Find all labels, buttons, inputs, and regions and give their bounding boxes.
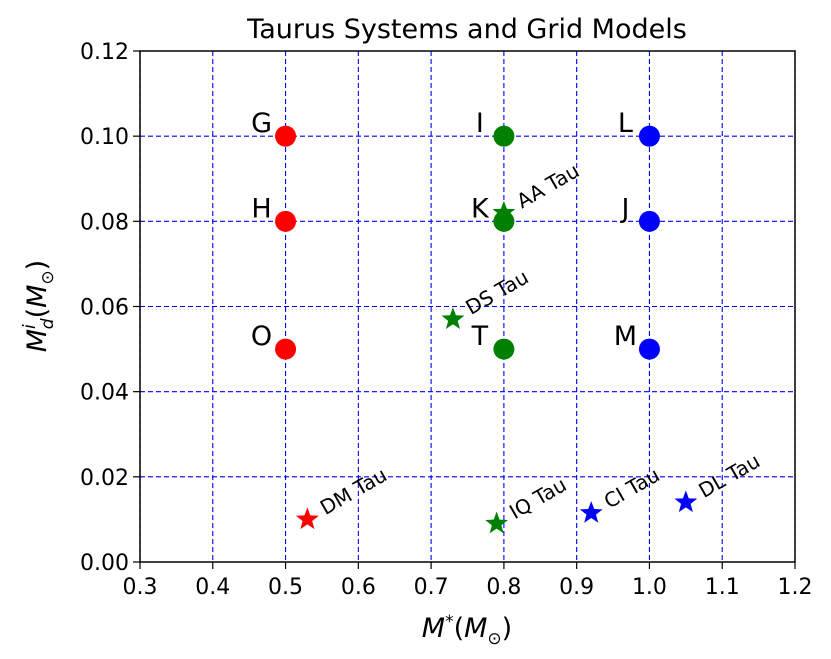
grid-model-point-i [493, 125, 515, 147]
grid-model-point-m [638, 338, 660, 360]
grid-model-label-j: J [619, 193, 629, 224]
star-label-iq-tau: IQ Tau [505, 472, 571, 524]
star-point-dm-tau [295, 507, 319, 530]
x-tick-label: 0.6 [341, 575, 376, 600]
star-point-aa-tau [492, 200, 516, 223]
grid-model-point-l [638, 125, 660, 147]
star-label-dl-tau: DL Tau [694, 449, 764, 503]
y-tick-label: 0.00 [80, 551, 129, 576]
x-tick-label: 0.8 [486, 575, 521, 600]
grid-model-label-t: T [471, 321, 489, 352]
chart-title: Taurus Systems and Grid Models [246, 14, 687, 45]
star-point-dl-tau [674, 490, 698, 513]
x-tick-label: 0.9 [559, 575, 594, 600]
grid-model-label-o: O [251, 321, 272, 352]
star-label-dm-tau: DM Tau [316, 463, 391, 520]
x-tick-label: 0.5 [268, 575, 303, 600]
x-tick-label: 0.3 [123, 575, 158, 600]
x-axis: 0.3 0.4 0.5 0.6 0.7 0.8 0.9 1.0 1.1 1.2 [123, 562, 813, 600]
x-tick-label: 0.4 [195, 575, 230, 600]
x-tick-label: 1.1 [705, 575, 740, 600]
grid-model-point-k [493, 210, 515, 232]
x-tick-label: 1.2 [778, 575, 813, 600]
grid-model-point-o [275, 338, 297, 360]
x-tick-label: 1.0 [632, 575, 667, 600]
grid-model-point-j [638, 210, 660, 232]
y-tick-label: 0.04 [80, 381, 129, 406]
x-axis-title: M*(M⊙) [422, 612, 512, 649]
data-marks [275, 125, 698, 534]
star-label-ds-tau: DS Tau [461, 265, 532, 320]
y-tick-label: 0.06 [80, 296, 129, 321]
grid-model-point-h [275, 210, 297, 232]
grid-model-label-k: K [471, 193, 490, 224]
y-axis: 0.00 0.02 0.04 0.06 0.08 0.10 0.12 [80, 40, 140, 576]
star-point-iq-tau [485, 511, 509, 534]
grid-model-label-l: L [618, 108, 633, 139]
star-label-aa-tau: AA Tau [512, 158, 583, 213]
star-label-ci-tau: CI Tau [600, 463, 664, 514]
y-tick-label: 0.08 [80, 210, 129, 235]
star-point-ds-tau [441, 307, 465, 329]
grid-model-label-i: I [476, 108, 484, 139]
grid-model-point-t [493, 338, 515, 360]
y-tick-label: 0.12 [80, 40, 129, 65]
x-tick-label: 0.7 [414, 575, 449, 600]
y-tick-label: 0.02 [80, 466, 129, 491]
y-tick-label: 0.10 [80, 125, 129, 150]
star-point-ci-tau [579, 501, 603, 523]
grid-model-point-g [275, 125, 297, 147]
grid-model-label-g: G [251, 108, 272, 139]
grid-model-label-m: M [614, 321, 637, 352]
grid-model-label-h: H [251, 193, 271, 224]
y-axis-title: Mid(M⊙) [20, 260, 58, 352]
data-labels: G H O I K T L J M AA Tau DS Tau DM Tau IQ Tau CI Tau D… [251, 108, 764, 524]
